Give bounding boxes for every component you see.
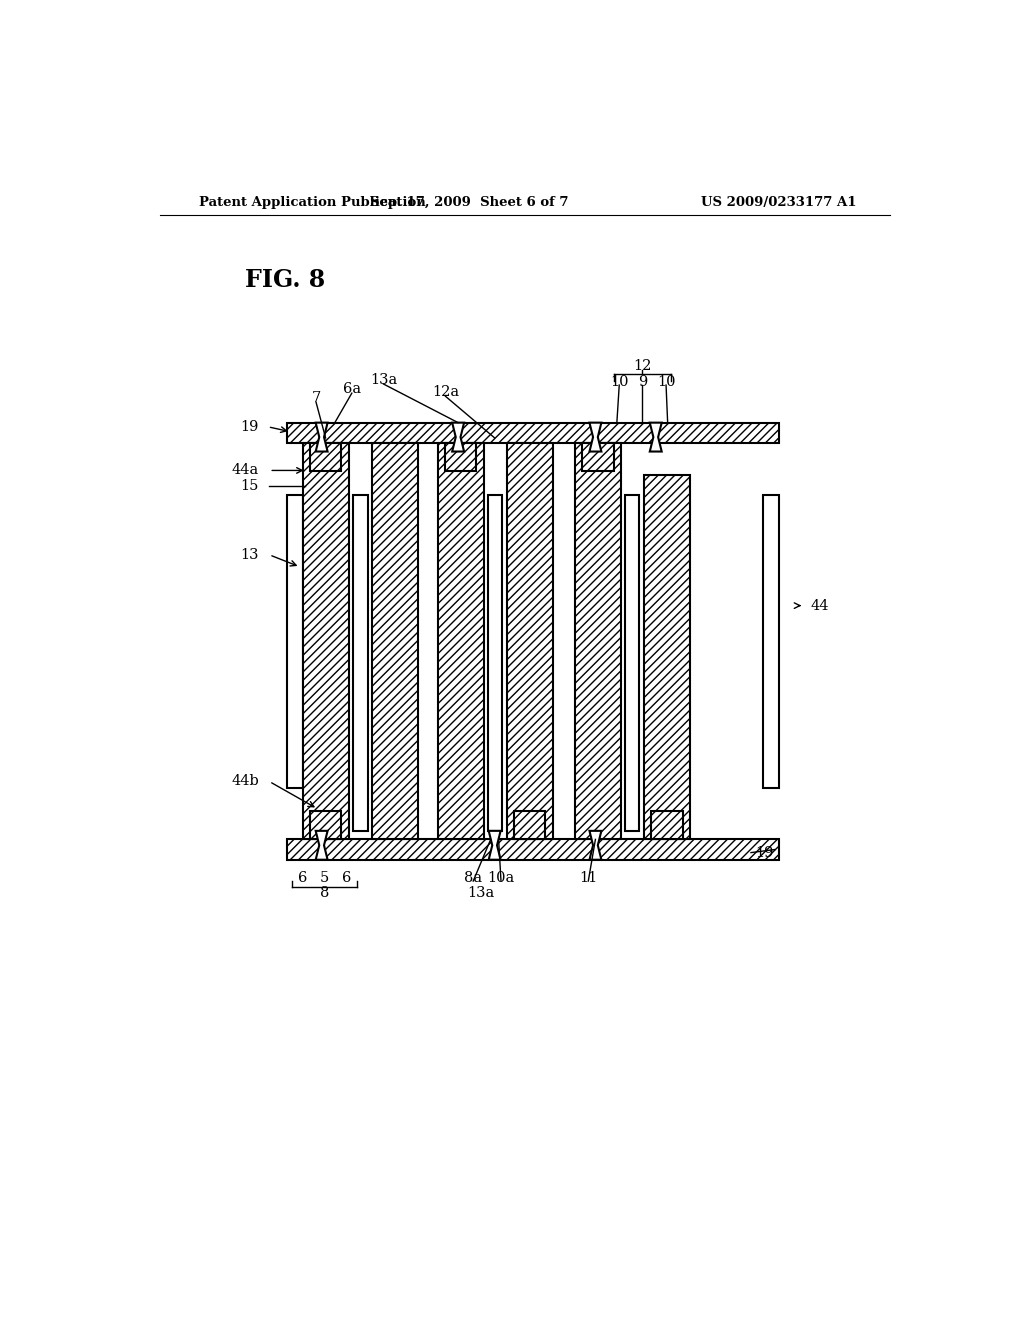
Bar <box>514 810 546 840</box>
Text: 11: 11 <box>580 871 597 884</box>
Text: 5: 5 <box>321 871 330 884</box>
Bar <box>651 810 683 840</box>
Text: 10a: 10a <box>487 871 515 884</box>
Bar <box>287 422 778 444</box>
Bar <box>309 810 341 840</box>
Polygon shape <box>488 830 501 859</box>
Text: Sep. 17, 2009  Sheet 6 of 7: Sep. 17, 2009 Sheet 6 of 7 <box>370 195 568 209</box>
Polygon shape <box>315 422 328 451</box>
Text: US 2009/0233177 A1: US 2009/0233177 A1 <box>701 195 856 209</box>
Bar <box>444 444 476 471</box>
Bar <box>287 840 778 859</box>
Text: 6: 6 <box>298 871 307 884</box>
Text: 13a: 13a <box>370 374 397 387</box>
Bar <box>582 444 613 471</box>
Bar <box>444 444 476 471</box>
Text: 13: 13 <box>241 548 259 562</box>
Text: 8a: 8a <box>464 871 482 884</box>
Bar <box>574 444 621 840</box>
Polygon shape <box>590 830 601 859</box>
Bar <box>651 810 683 840</box>
Polygon shape <box>315 830 328 859</box>
Bar <box>303 444 348 840</box>
Bar <box>644 475 690 840</box>
Text: 44b: 44b <box>231 775 259 788</box>
Bar <box>353 495 368 832</box>
Bar <box>437 444 483 840</box>
Text: 44a: 44a <box>231 463 259 478</box>
Text: 12: 12 <box>633 359 651 372</box>
Bar <box>507 444 553 840</box>
Text: FIG. 8: FIG. 8 <box>246 268 326 292</box>
Text: 9: 9 <box>638 375 647 389</box>
Bar <box>574 444 621 840</box>
Bar <box>373 444 419 840</box>
Bar <box>625 495 639 832</box>
Text: 15: 15 <box>241 479 259 492</box>
Polygon shape <box>590 422 601 451</box>
Bar <box>287 422 778 444</box>
Bar <box>507 444 553 840</box>
Text: 10: 10 <box>610 375 629 389</box>
Bar <box>437 444 483 840</box>
Bar <box>309 444 341 471</box>
Text: 6: 6 <box>342 871 351 884</box>
Text: 7: 7 <box>311 391 321 405</box>
Bar <box>309 810 341 840</box>
Text: 13a: 13a <box>468 886 495 900</box>
Text: 8: 8 <box>321 886 330 900</box>
Text: 12a: 12a <box>432 385 459 399</box>
Bar <box>303 444 348 840</box>
Text: Patent Application Publication: Patent Application Publication <box>200 195 426 209</box>
Text: 44: 44 <box>811 598 829 612</box>
Text: 6a: 6a <box>343 381 360 396</box>
Bar <box>487 495 502 832</box>
Bar <box>287 840 778 859</box>
Bar <box>763 495 778 788</box>
Bar <box>373 444 419 840</box>
Bar <box>287 495 303 788</box>
Text: 19: 19 <box>755 846 773 859</box>
Polygon shape <box>453 422 464 451</box>
Bar <box>644 475 690 840</box>
Text: 19: 19 <box>241 420 259 434</box>
Text: 10: 10 <box>656 375 675 389</box>
Bar <box>309 444 341 471</box>
Bar <box>582 444 613 471</box>
Bar <box>514 810 546 840</box>
Polygon shape <box>650 422 662 451</box>
